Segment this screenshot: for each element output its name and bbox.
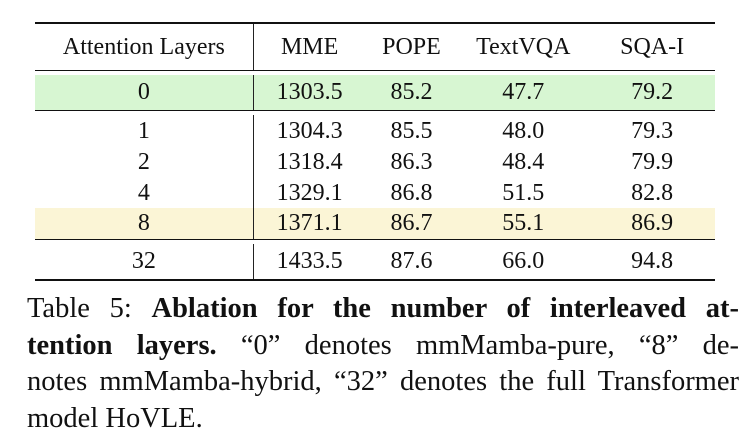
ablation-table: Attention Layers MME POPE TextVQA SQA-I …	[35, 22, 715, 281]
caption-line: Table 5: Ablation for the number of inte…	[27, 291, 739, 328]
table-row-8-layers: 8 1371.1 86.7 55.1 86.9	[35, 208, 715, 240]
caption-label: Table 5:	[27, 293, 152, 324]
cell-layers: 0	[35, 74, 254, 111]
cell-layers: 8	[35, 208, 254, 240]
table-row-2-layers: 2 1318.4 86.3 48.4 79.9	[35, 146, 715, 177]
cell-layers: 2	[35, 146, 254, 177]
cell-pope: 87.6	[365, 243, 458, 281]
table-row-32-layers: 32 1433.5 87.6 66.0 94.8	[35, 243, 715, 281]
caption-line: model HoVLE.	[27, 401, 739, 438]
caption-text: “0” denotes mmMamba-pure, “8” de-	[216, 329, 740, 361]
cell-sqa-i: 79.2	[589, 74, 715, 111]
caption-line: notes mmMamba-hybrid, “32” denotes the f…	[27, 364, 739, 401]
cell-sqa-i: 79.9	[631, 148, 674, 175]
header-pope: POPE	[365, 22, 458, 71]
caption-line: tention layers. “0” denotes mmMamba-pure…	[27, 328, 739, 365]
caption-bold-title: tention layers.	[27, 329, 217, 361]
cell-layers: 32	[35, 243, 254, 281]
cell-pope: 86.3	[390, 148, 433, 175]
cell-textvqa: 55.1	[457, 208, 590, 240]
table-row-1-layers: 1 1304.3 85.5 48.0 79.3	[35, 115, 715, 146]
cell-textvqa: 48.0	[502, 117, 545, 144]
header-textvqa: TextVQA	[457, 22, 590, 71]
cell-sqa-i: 82.8	[631, 179, 674, 206]
cell-pope: 85.5	[390, 117, 433, 144]
table-row-4-layers: 4 1329.1 86.8 51.5 82.8	[35, 177, 715, 208]
cell-pope: 86.8	[390, 179, 433, 206]
cell-mme: 1371.1	[253, 208, 366, 240]
cell-textvqa: 66.0	[457, 243, 590, 281]
caption-bold-title: Ablation for the number of interleaved a…	[151, 293, 740, 324]
cell-mme: 1303.5	[253, 74, 366, 111]
cell-pope: 85.2	[365, 74, 458, 111]
header-mme: MME	[253, 22, 366, 71]
cell-sqa-i: 79.3	[631, 117, 674, 144]
cell-textvqa: 51.5	[502, 179, 545, 206]
cell-mme: 1329.1	[276, 179, 343, 206]
table-header-row: Attention Layers MME POPE TextVQA SQA-I	[35, 22, 715, 71]
cell-mme: 1433.5	[253, 243, 366, 281]
header-sqa-i: SQA-I	[589, 22, 715, 71]
table-caption: Table 5: Ablation for the number of inte…	[27, 291, 739, 437]
caption-text: notes mmMamba-hybrid, “32” denotes the f…	[27, 366, 739, 397]
cell-textvqa: 48.4	[502, 148, 545, 175]
cell-textvqa: 47.7	[457, 74, 590, 111]
header-attention-layers: Attention Layers	[35, 22, 254, 71]
cell-mme: 1304.3	[276, 117, 343, 144]
cell-mme: 1318.4	[276, 148, 343, 175]
cell-layers: 1	[35, 115, 254, 146]
caption-text: model HoVLE.	[27, 402, 203, 434]
cell-sqa-i: 94.8	[589, 243, 715, 281]
cell-pope: 86.7	[365, 208, 458, 240]
table-row-0-layers: 0 1303.5 85.2 47.7 79.2	[35, 74, 715, 111]
cell-sqa-i: 86.9	[589, 208, 715, 240]
cell-layers: 4	[35, 177, 254, 208]
